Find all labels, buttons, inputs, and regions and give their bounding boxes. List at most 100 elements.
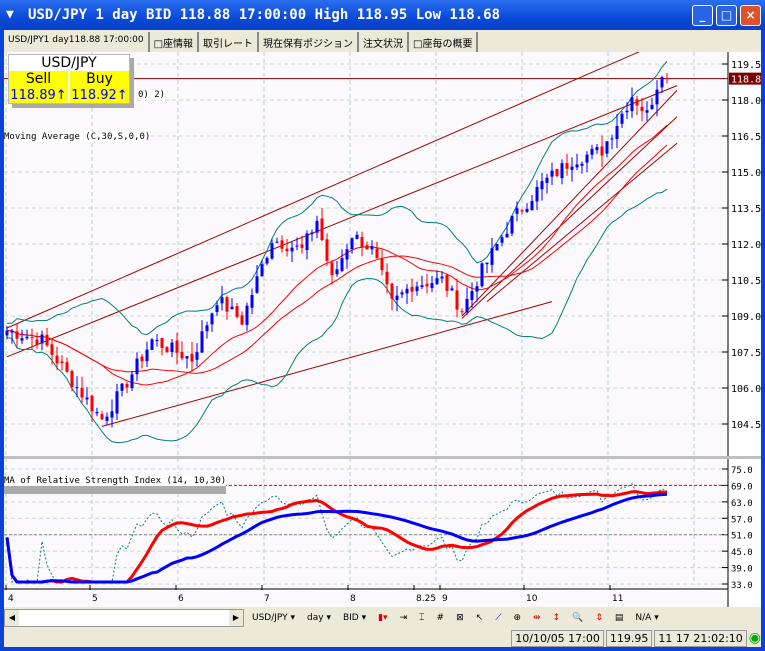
- tab-orders[interactable]: 注文状況: [359, 32, 410, 52]
- candle-body: [215, 305, 219, 312]
- candle-body: [200, 331, 204, 353]
- sell-button[interactable]: Sell 118.89↑: [9, 71, 68, 103]
- price-tick-label: 112.00: [731, 240, 761, 251]
- tab-account-summary[interactable]: □座毎の概要: [409, 32, 479, 52]
- tab-rates[interactable]: 取引レート: [199, 32, 260, 52]
- candle-body: [280, 240, 284, 249]
- candle-body: [630, 97, 634, 112]
- search-icon[interactable]: 🔍: [572, 613, 584, 623]
- price-tick-label: 104.50: [731, 420, 761, 431]
- candle-body: [310, 232, 314, 235]
- candle-body: [100, 414, 104, 420]
- rsi-tick-label: 39.0: [731, 565, 753, 575]
- candle-body: [245, 305, 249, 325]
- candle-body: [80, 387, 84, 398]
- candle-body: [205, 325, 209, 332]
- candle-body: [650, 104, 654, 110]
- candle-body: [385, 271, 389, 285]
- expand-icon[interactable]: ↕: [552, 613, 561, 623]
- candle-body: [590, 148, 594, 155]
- cursor-icon[interactable]: ↖: [475, 613, 484, 623]
- tab-chart[interactable]: USD/JPY1 day118.88 17:00:00: [4, 32, 150, 52]
- candle-body: [50, 344, 54, 355]
- candle-body: [135, 358, 139, 375]
- tab-positions[interactable]: 現在保有ポジション: [259, 32, 360, 52]
- maximize-button[interactable]: □: [716, 5, 737, 26]
- candle-body: [365, 245, 369, 250]
- x-tick-label: 9: [442, 594, 448, 604]
- scale-icon[interactable]: ⌶: [419, 613, 425, 623]
- na-dropdown[interactable]: N/A ▾: [635, 613, 659, 623]
- buy-button[interactable]: Buy 118.92↑: [70, 71, 129, 103]
- compress-icon[interactable]: ⇹: [533, 613, 541, 623]
- candle-body: [340, 258, 344, 271]
- grid-icon[interactable]: #: [436, 613, 445, 623]
- symbol-dropdown[interactable]: USD/JPY ▾: [252, 613, 296, 623]
- candle-body: [265, 258, 269, 264]
- scale-reset-icon[interactable]: ⇕: [595, 613, 603, 623]
- moving-average-label: Moving Average (C,30,S,0,0): [4, 132, 151, 142]
- candle-body: [495, 243, 499, 251]
- candlestick-type-icon[interactable]: ▮▾: [378, 613, 388, 623]
- chart-scrollbar[interactable]: ◀ ▶: [4, 609, 244, 627]
- sell-label: Sell: [25, 71, 52, 87]
- candle-body: [305, 233, 309, 251]
- trend-line: [101, 301, 553, 427]
- print-icon[interactable]: ▤: [614, 613, 624, 623]
- candle-body: [500, 237, 504, 243]
- candle-body: [175, 340, 179, 353]
- draw-line-icon[interactable]: ⟋: [495, 613, 502, 623]
- scroll-left-icon[interactable]: ◀: [5, 610, 19, 626]
- candle-body: [645, 110, 649, 113]
- bollinger-upper: [6, 61, 668, 336]
- candle-body: [415, 286, 419, 292]
- candle-body: [520, 210, 524, 212]
- trend-line: [461, 90, 678, 317]
- candle-body: [225, 297, 229, 312]
- candle-body: [115, 391, 119, 414]
- price-tick-label: 119.50: [731, 60, 761, 71]
- candle-body: [555, 168, 559, 176]
- candle-body: [375, 248, 379, 259]
- candle-body: [530, 200, 534, 211]
- candle-body: [70, 371, 74, 387]
- x-tick-label: 5: [92, 594, 98, 604]
- trend-line: [486, 142, 678, 302]
- chart-area[interactable]: 119.50 118.00 116.50 115.00 113.50 112.00 110.…: [4, 34, 765, 607]
- moving-average-30: [6, 144, 668, 374]
- candle-body: [145, 349, 149, 362]
- candle-body: [45, 334, 49, 346]
- candle-body: [165, 347, 169, 352]
- chart-svg[interactable]: 119.50 118.00 116.50 115.00 113.50 112.00 110.…: [4, 34, 765, 607]
- scroll-right-icon[interactable]: ▶: [229, 610, 243, 626]
- title-bar: ▼ USD/JPY 1 day BID 118.88 17:00:00 High…: [0, 0, 765, 30]
- zoom-in-icon[interactable]: ⊕: [513, 613, 522, 623]
- x-tick-label: 4: [8, 594, 14, 604]
- side-dropdown[interactable]: BID ▾: [342, 613, 367, 623]
- candle-body: [490, 248, 494, 265]
- close-button[interactable]: ×: [740, 5, 761, 26]
- candle-body: [545, 177, 549, 183]
- candle-body: [125, 383, 129, 388]
- status-datetime: 10/10/05 17:00: [511, 629, 604, 647]
- minimize-button[interactable]: _: [692, 5, 713, 26]
- scroll-end-icon[interactable]: ⇥: [399, 613, 408, 623]
- x-tick-label: 8.25: [416, 594, 436, 604]
- candle-body: [5, 330, 9, 336]
- tab-account-info[interactable]: □座情報: [150, 32, 200, 52]
- status-bar: 10/10/05 17:00 119.95 11 17 21:02:10 ◉: [4, 629, 761, 647]
- status-clock: 11 17 21:02:10: [654, 629, 747, 647]
- trend-line: [6, 34, 678, 329]
- candle-body: [575, 164, 579, 168]
- up-arrow-icon: ↑: [55, 88, 67, 103]
- candle-body: [665, 78, 669, 80]
- candle-body: [580, 163, 584, 166]
- candle-body: [515, 208, 519, 214]
- candle-body: [120, 383, 124, 391]
- candle-body: [30, 337, 34, 339]
- rsi-tick-label: 63.0: [731, 499, 753, 509]
- crosshair-icon[interactable]: ⊠: [456, 613, 464, 623]
- rsi-ma30-line: [5, 492, 668, 584]
- period-dropdown[interactable]: day ▾: [307, 613, 331, 623]
- x-tick-label: 7: [264, 594, 270, 604]
